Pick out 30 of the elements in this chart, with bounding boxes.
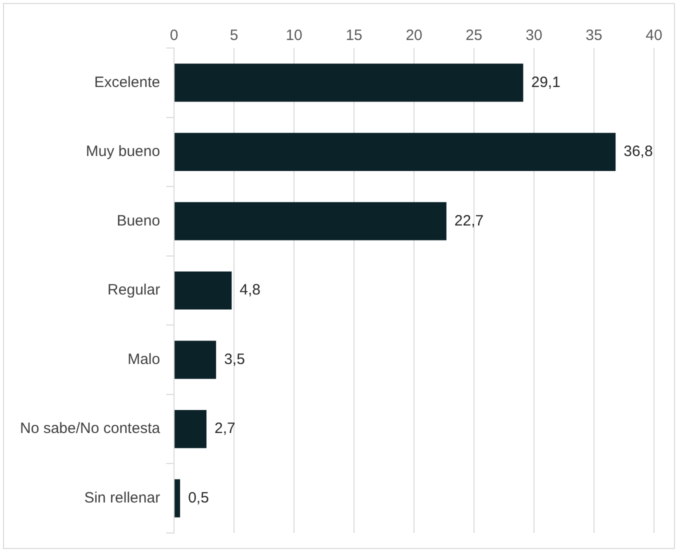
y-tick-label: Malo [128, 350, 160, 368]
x-tick-label: 5 [230, 27, 238, 44]
x-tick-label: 25 [466, 27, 482, 44]
data-label: 22,7 [454, 212, 484, 230]
y-tick-label: Regular [108, 282, 160, 299]
y-tick-label: Muy bueno [86, 143, 160, 160]
bar [174, 271, 232, 310]
y-tick-label: Sin rellenar [84, 490, 160, 506]
data-label: 0,5 [188, 490, 209, 506]
bar [174, 202, 446, 240]
x-tick-label: 15 [346, 27, 362, 44]
x-tick-label: 10 [286, 27, 302, 44]
x-tick-label: 0 [170, 27, 178, 44]
data-label: 29,1 [531, 74, 560, 91]
bar [174, 340, 216, 379]
bar [174, 64, 524, 102]
bar [174, 479, 180, 518]
data-label: 3,5 [224, 350, 245, 368]
data-label: 36,8 [624, 143, 653, 160]
y-tick-label: No sabe/No contesta [20, 420, 161, 438]
bar [174, 132, 616, 171]
y-tick-label: Excelente [94, 74, 160, 91]
x-tick-label: 20 [406, 27, 422, 44]
data-label: 4,8 [240, 282, 261, 299]
x-tick-label: 40 [646, 27, 662, 44]
bar [174, 410, 206, 448]
data-label: 2,7 [214, 420, 236, 438]
x-tick-label: 30 [526, 27, 542, 44]
y-tick-label: Bueno [116, 212, 160, 230]
x-tick-label: 35 [586, 27, 602, 44]
